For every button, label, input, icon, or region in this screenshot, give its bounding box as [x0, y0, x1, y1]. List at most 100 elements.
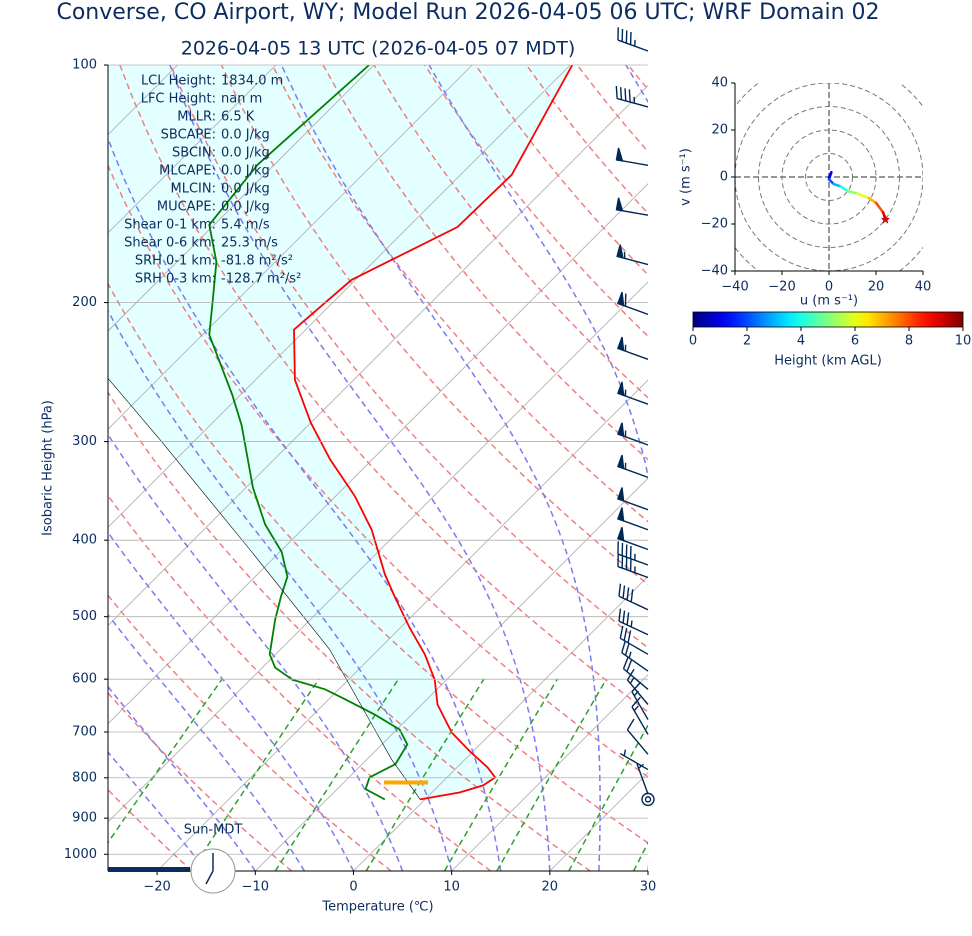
annotation-label: SRH 0-1 km:	[135, 254, 216, 269]
mixing-ratio-line	[632, 841, 648, 871]
annotation-label: MUCAPE:	[157, 200, 216, 215]
clock-icon	[190, 848, 236, 894]
hodo-segment	[846, 189, 859, 195]
dry-adiabat	[679, 65, 972, 871]
annotation-value: 0.0 J/kg	[221, 164, 270, 179]
annotation-value: -81.8 m²/s²	[221, 254, 293, 269]
wind-barb	[621, 640, 649, 672]
colorbar-tick-label: 4	[797, 334, 805, 349]
mixing-ratio-line	[108, 678, 223, 844]
wind-barb	[617, 527, 649, 551]
barb-full	[626, 718, 635, 731]
x-tick-label: −10	[242, 880, 269, 895]
moist-adiabat	[108, 531, 355, 871]
colorbar-tick-label: 2	[743, 334, 751, 349]
moist-adiabat	[108, 433, 404, 871]
barb-half	[630, 620, 633, 627]
annotation-label: Shear 0-1 km:	[124, 218, 216, 233]
hodo-end-marker	[880, 214, 891, 224]
isotherm	[156, 379, 648, 871]
annotation-value: 25.3 m/s	[221, 236, 278, 251]
annotation-value: 0.0 J/kg	[221, 200, 270, 215]
dry-adiabat	[373, 65, 648, 399]
isotherm	[108, 65, 571, 528]
subtitle: 2026-04-05 13 UTC (2026-04-05 07 MDT)	[181, 38, 576, 60]
wind-barb	[631, 696, 649, 735]
annotation-label: SRH 0-3 km:	[135, 272, 216, 287]
y-tick-label: −20	[701, 217, 728, 232]
dry-adiabat	[108, 163, 648, 778]
barb-half	[628, 651, 632, 659]
title: Converse, CO Airport, WY; Model Run 2026…	[56, 0, 879, 25]
colorbar-tick-label: 6	[851, 334, 859, 349]
hodo-y-label: v (m s⁻¹)	[679, 148, 694, 206]
barb-flag	[617, 454, 625, 470]
x-tick-label: −40	[721, 280, 748, 295]
wind-barb	[622, 656, 649, 690]
isotherm	[746, 65, 972, 871]
barb-staff	[618, 595, 649, 611]
barb-full	[626, 612, 630, 626]
barb-flag	[617, 422, 625, 438]
dry-adiabat	[424, 65, 648, 338]
barb-staff	[636, 763, 649, 795]
moist-adiabat	[108, 136, 502, 871]
barb-half	[623, 749, 627, 756]
wind-barb	[615, 85, 649, 108]
dry-adiabat	[220, 65, 648, 586]
x-tick-label: 20	[542, 880, 559, 895]
wind-barb	[617, 291, 649, 316]
annotation-value: -128.7 m²/s²	[221, 272, 301, 287]
y-tick-label: 40	[711, 76, 728, 91]
barb-full	[622, 656, 629, 669]
x-tick-label: 0	[825, 280, 833, 295]
moist-adiabat	[108, 751, 207, 871]
background-lines	[108, 65, 972, 871]
y-tick-label: 400	[72, 533, 97, 548]
annotation-value: 5.4 m/s	[221, 218, 270, 233]
annotation-value: 0.0 J/kg	[221, 128, 270, 143]
barb-flag	[616, 244, 624, 259]
barb-full	[630, 589, 634, 603]
annotation-label: SBCAPE:	[161, 128, 216, 143]
profile-line	[208, 65, 409, 801]
barb-full	[626, 659, 633, 672]
annotations: LCL Height: 1834.0 m LFC Height: nan m MLLR:…	[124, 74, 301, 287]
y-tick-label: 0	[720, 170, 728, 185]
barb-staff	[631, 706, 649, 735]
parcel-line	[108, 377, 421, 800]
daylight-bar	[108, 867, 190, 872]
barb-full	[619, 625, 624, 639]
dry-adiabat	[525, 65, 648, 215]
isotherm	[254, 477, 648, 871]
wind-barb	[641, 792, 655, 807]
isotherm	[451, 674, 648, 871]
colorbar-tick-label: 10	[955, 334, 972, 349]
isotherm	[108, 65, 277, 234]
barb-staff	[617, 39, 649, 52]
y-tick-label: 800	[72, 770, 97, 785]
dry-adiabat	[108, 594, 392, 871]
barb-full	[621, 640, 627, 653]
barb-flag	[615, 147, 624, 162]
dry-adiabat	[108, 391, 591, 871]
barb-full	[624, 88, 627, 101]
barb-staff	[631, 691, 649, 720]
barb-flag	[617, 336, 625, 352]
y-tick-label: 600	[72, 672, 97, 687]
barb-flag	[617, 507, 625, 522]
isotherm	[108, 65, 473, 430]
barb-staff	[619, 637, 649, 655]
y-tick-label: 500	[72, 609, 97, 624]
barb-full	[622, 585, 626, 599]
isotherm	[647, 870, 648, 871]
profile-line	[293, 65, 574, 801]
annotation-value: 6.5 K	[221, 110, 255, 125]
wind-barb	[616, 244, 649, 266]
wind-barb	[617, 487, 649, 511]
annotation-label: MLLR:	[177, 110, 216, 125]
y-tick-label: 900	[72, 811, 97, 826]
wind-barb	[615, 197, 649, 216]
